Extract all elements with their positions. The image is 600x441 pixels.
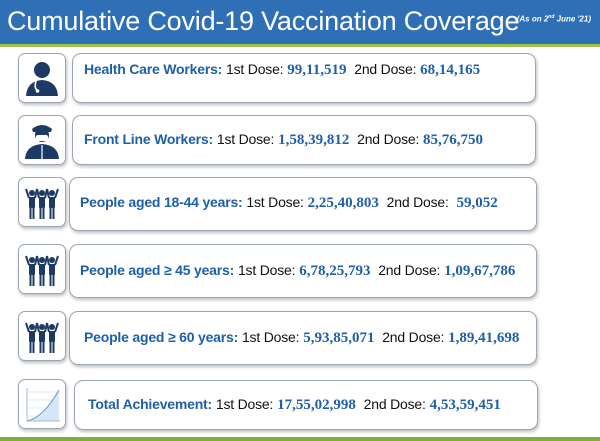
people-group-icon <box>25 255 59 286</box>
people-45-icon-box <box>18 244 66 294</box>
dose2-value: 1,89,41,698 <box>448 330 520 346</box>
dose2-value: 4,53,59,451 <box>429 397 501 413</box>
dose2-label: 2nd Dose: <box>354 61 417 77</box>
row-aged-18-44-text: People aged 18-44 years: 1st Dose: 2,25,… <box>80 194 498 212</box>
dose2-value: 68,14,165 <box>420 62 481 78</box>
dose2-label: 2nd Dose: <box>357 131 420 147</box>
dose2-value: 85,76,750 <box>423 132 484 148</box>
dose2-label: 2nd Dose: <box>378 262 441 278</box>
row-aged-60-plus <box>69 311 537 365</box>
health-worker-icon <box>26 62 58 96</box>
as-on-date: (As on 2nd June '21) <box>516 14 591 24</box>
dose2-value: 1,09,67,786 <box>444 263 516 279</box>
dose1-value: 2,25,40,803 <box>307 195 379 211</box>
dose1-label: 1st Dose: <box>237 262 296 278</box>
growth-chart-icon <box>26 388 60 422</box>
dose1-label: 1st Dose: <box>216 131 275 147</box>
people-18-44-icon-box <box>18 177 66 227</box>
row-health-care-workers <box>72 53 536 103</box>
dose1-label: 1st Dose: <box>226 61 284 77</box>
footer-rule <box>0 437 600 441</box>
row-front-line-workers <box>72 115 536 165</box>
row-aged-60-plus-text: People aged ≥ 60 years: 1st Dose: 5,93,8… <box>84 329 519 347</box>
dose1-label: 1st Dose: <box>215 396 274 412</box>
row-aged-45-plus <box>69 244 537 298</box>
dose1-value: 6,78,25,793 <box>299 263 371 279</box>
category-label: People aged ≥ 60 years: <box>84 329 239 345</box>
total-icon-box <box>18 379 66 429</box>
category-label: Front Line Workers: <box>84 131 213 147</box>
dose1-value: 1,58,39,812 <box>278 132 350 148</box>
dose1-value: 5,93,85,071 <box>303 330 375 346</box>
category-label: People aged ≥ 45 years: <box>80 262 235 278</box>
people-group-icon <box>25 188 59 219</box>
dose1-value: 17,55,02,998 <box>277 397 356 413</box>
row-total-achievement-text: Total Achievement: 1st Dose: 17,55,02,99… <box>88 396 501 414</box>
page-title: Cumulative Covid-19 Vaccination Coverage <box>7 6 520 36</box>
dose2-label: 2nd Dose: <box>363 396 426 412</box>
dose1-value: 99,11,519 <box>287 62 347 78</box>
header-rule <box>0 44 600 47</box>
row-aged-45-plus-text: People aged ≥ 45 years: 1st Dose: 6,78,2… <box>80 262 515 280</box>
dose1-label: 1st Dose: <box>246 194 304 210</box>
dose2-label: 2nd Dose: <box>386 194 449 210</box>
dose2-value: 59,052 <box>456 195 498 211</box>
row-total-achievement <box>74 380 538 430</box>
row-front-line-workers-text: Front Line Workers: 1st Dose: 1,58,39,81… <box>84 131 483 149</box>
category-label: Total Achievement: <box>88 396 212 412</box>
header-banner: Cumulative Covid-19 Vaccination Coverage… <box>0 0 600 44</box>
category-label: Health Care Workers: <box>84 61 223 77</box>
row-health-care-workers-text: Health Care Workers: 1st Dose: 99,11,519… <box>84 61 480 79</box>
health-worker-icon-box <box>18 53 66 103</box>
people-60-icon-box <box>18 311 66 361</box>
frontline-worker-icon <box>25 125 59 159</box>
row-aged-18-44 <box>69 177 537 231</box>
category-label: People aged 18-44 years: <box>80 194 243 210</box>
frontline-worker-icon-box <box>18 115 66 165</box>
dose2-label: 2nd Dose: <box>382 329 445 345</box>
people-group-icon <box>25 322 59 353</box>
dose1-label: 1st Dose: <box>241 329 300 345</box>
